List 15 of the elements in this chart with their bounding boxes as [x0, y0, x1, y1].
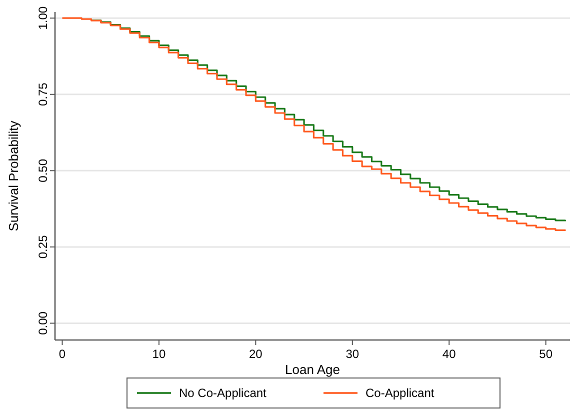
x-tick-label: 20 [249, 347, 263, 361]
x-tick-label: 50 [539, 347, 553, 361]
legend-label: No Co-Applicant [179, 386, 268, 400]
y-tick-label: 1.00 [36, 6, 50, 30]
x-tick-label: 40 [442, 347, 456, 361]
y-tick-label: 0.50 [36, 158, 50, 182]
y-tick-label: 0.25 [36, 234, 50, 259]
y-tick-label: 0.75 [36, 82, 50, 106]
legend-label: Co-Applicant [366, 386, 435, 400]
x-axis-title: Loan Age [285, 362, 340, 377]
x-tick-label: 10 [152, 347, 166, 361]
y-tick-label: 0.00 [36, 311, 50, 335]
x-tick-label: 30 [346, 347, 360, 361]
y-axis-title: Survival Probability [6, 120, 21, 232]
x-tick-label: 0 [58, 347, 66, 361]
